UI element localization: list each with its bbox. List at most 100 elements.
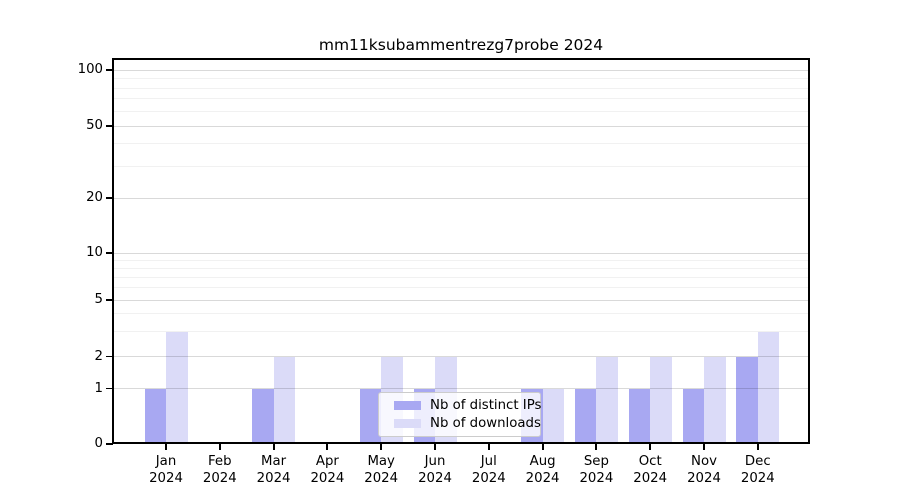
x-tick xyxy=(595,444,598,450)
y-tick-label: 20 xyxy=(86,190,103,205)
x-tick-label: Dec 2024 xyxy=(728,453,788,487)
y-tick xyxy=(106,443,113,445)
gridline-minor xyxy=(114,313,808,315)
legend-item-distinct-ips: Nb of distinct IPs xyxy=(394,397,542,413)
gridline-minor xyxy=(114,87,808,89)
x-tick-label-year: 2024 xyxy=(740,471,775,486)
bar-downloads xyxy=(704,356,726,444)
gridline-minor xyxy=(114,276,808,278)
x-tick xyxy=(487,444,490,450)
x-tick xyxy=(218,444,221,450)
x-tick xyxy=(756,444,759,450)
x-tick-label-year: 2024 xyxy=(364,471,399,486)
x-tick-label: Aug 2024 xyxy=(513,453,573,487)
gridline-major xyxy=(114,197,808,199)
x-tick-label: Jan 2024 xyxy=(136,453,196,487)
x-tick-label: Jul 2024 xyxy=(459,453,519,487)
x-tick xyxy=(541,444,544,450)
x-tick-label-year: 2024 xyxy=(525,471,560,486)
x-tick xyxy=(326,444,329,450)
bar-downloads xyxy=(596,356,618,444)
x-tick-label: Sep 2024 xyxy=(566,453,626,487)
bar-downloads xyxy=(166,331,188,444)
gridline-minor xyxy=(114,143,808,145)
bar-distinct-ips xyxy=(252,388,274,444)
x-tick-label: Feb 2024 xyxy=(190,453,250,487)
x-tick-label-month: Jan xyxy=(155,454,177,469)
legend-swatch-distinct-ips xyxy=(394,401,421,410)
y-tick xyxy=(106,125,113,127)
x-tick-label-month: Dec xyxy=(744,454,771,469)
x-tick-label-year: 2024 xyxy=(310,471,345,486)
y-tick-label: 2 xyxy=(94,348,103,364)
x-tick-label: May 2024 xyxy=(351,453,411,487)
bar-downloads xyxy=(650,356,672,444)
gridline-minor xyxy=(114,110,808,112)
chart-title: mm11ksubammentrezg7probe 2024 xyxy=(318,36,604,54)
y-tick-label: 100 xyxy=(77,62,103,77)
x-tick-label-month: Apr xyxy=(315,454,339,469)
y-tick-label: 0 xyxy=(94,436,103,451)
gridline-minor xyxy=(114,267,808,269)
x-tick-label-month: Feb xyxy=(208,454,232,469)
y-tick xyxy=(106,252,113,254)
bar-downloads xyxy=(273,356,296,444)
x-tick-label-year: 2024 xyxy=(633,471,668,486)
legend-item-downloads: Nb of downloads xyxy=(394,415,541,431)
x-tick-label: Nov 2024 xyxy=(674,453,734,487)
gridline-minor xyxy=(114,165,808,167)
x-tick-label-year: 2024 xyxy=(579,471,614,486)
x-tick-label-month: Jun xyxy=(424,454,446,469)
gridline-minor xyxy=(114,259,808,261)
y-tick-label: 5 xyxy=(94,292,103,307)
gridline-major xyxy=(114,299,808,301)
x-tick xyxy=(434,444,436,450)
x-tick-label-month: Mar xyxy=(261,454,287,469)
x-tick xyxy=(649,444,652,450)
x-tick-label: Apr 2024 xyxy=(297,453,357,487)
x-tick-label-month: Jul xyxy=(480,454,497,469)
x-tick-label-year: 2024 xyxy=(256,471,291,486)
gridline-major xyxy=(114,252,808,254)
gridline-major xyxy=(114,388,808,389)
bar-distinct-ips xyxy=(574,388,597,444)
legend: Nb of distinct IPs Nb of downloads xyxy=(378,392,541,437)
gridline-minor xyxy=(114,331,808,332)
y-tick xyxy=(106,299,113,301)
x-tick-label-month: Nov xyxy=(691,454,717,469)
x-tick xyxy=(165,444,167,450)
gridline-minor xyxy=(114,287,808,289)
y-tick xyxy=(106,355,113,358)
x-tick-label-year: 2024 xyxy=(687,471,721,486)
gridline-minor xyxy=(114,98,808,100)
bar-distinct-ips xyxy=(736,356,758,444)
x-tick-label-month: May xyxy=(367,454,395,469)
x-tick-label-year: 2024 xyxy=(202,471,237,486)
y-tick xyxy=(106,69,113,71)
x-tick xyxy=(703,444,705,450)
y-tick-label: 10 xyxy=(86,245,103,260)
x-tick-label-month: Sep xyxy=(583,454,609,469)
gridline-minor xyxy=(114,78,808,80)
x-tick xyxy=(272,444,275,450)
bar-distinct-ips xyxy=(144,388,166,444)
gridline-major xyxy=(114,125,808,127)
y-tick xyxy=(106,197,113,199)
y-tick-label: 1 xyxy=(94,380,103,396)
x-tick-label: Oct 2024 xyxy=(620,453,680,487)
legend-label-distinct-ips: Nb of distinct IPs xyxy=(430,397,542,413)
gridline-major xyxy=(114,69,808,71)
y-tick-label: 50 xyxy=(86,118,103,133)
x-tick-label: Jun 2024 xyxy=(405,453,465,487)
legend-swatch-downloads xyxy=(394,419,421,428)
x-tick-label-year: 2024 xyxy=(418,471,452,486)
bar-distinct-ips xyxy=(682,388,704,444)
x-tick xyxy=(380,444,383,450)
y-tick xyxy=(106,387,113,390)
bar-distinct-ips xyxy=(628,388,651,444)
x-tick-label-month: Aug xyxy=(529,454,556,469)
legend-label-downloads: Nb of downloads xyxy=(430,415,541,431)
x-tick-label-year: 2024 xyxy=(471,471,506,486)
x-tick-label-year: 2024 xyxy=(149,471,183,486)
